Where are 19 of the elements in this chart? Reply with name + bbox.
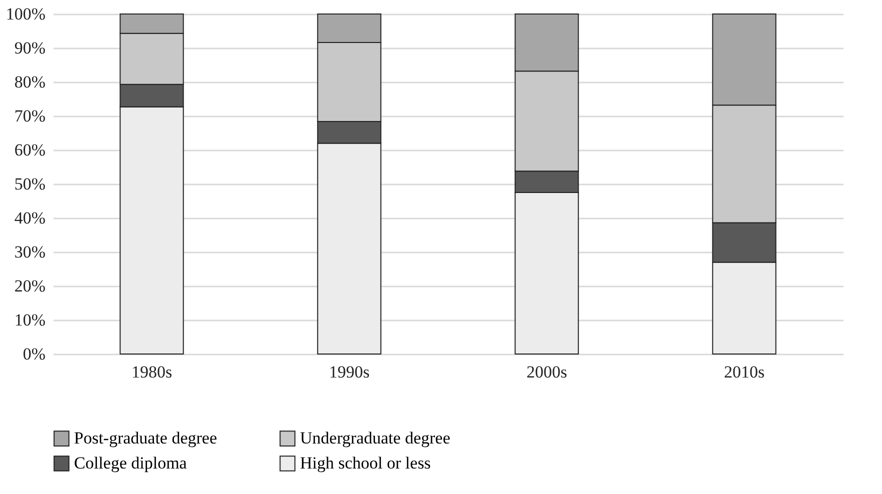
legend-label: College diploma	[74, 454, 188, 472]
y-tick-label: 40%	[14, 208, 46, 228]
y-tick-label: 20%	[14, 276, 46, 296]
x-tick-label: 2010s	[724, 362, 765, 382]
x-tick-label: 1980s	[131, 362, 172, 382]
y-tick-label: 30%	[14, 242, 46, 262]
y-tick-label: 80%	[14, 72, 46, 92]
y-tick-label: 100%	[6, 4, 46, 24]
y-tick-label: 50%	[14, 174, 46, 194]
x-tick-label: 2000s	[526, 362, 568, 382]
y-tick-label: 70%	[14, 106, 46, 126]
legend-label: Post-graduate degree	[74, 428, 218, 448]
x-tick-label: 1990s	[328, 362, 370, 382]
legend-label: Undergraduate degree	[300, 428, 450, 448]
y-tick-label: 90%	[14, 38, 46, 58]
legend-label: High school or less	[300, 454, 431, 472]
y-tick-label: 10%	[14, 310, 46, 330]
y-tick-label: 0%	[22, 344, 46, 364]
y-tick-label: 60%	[14, 140, 46, 160]
